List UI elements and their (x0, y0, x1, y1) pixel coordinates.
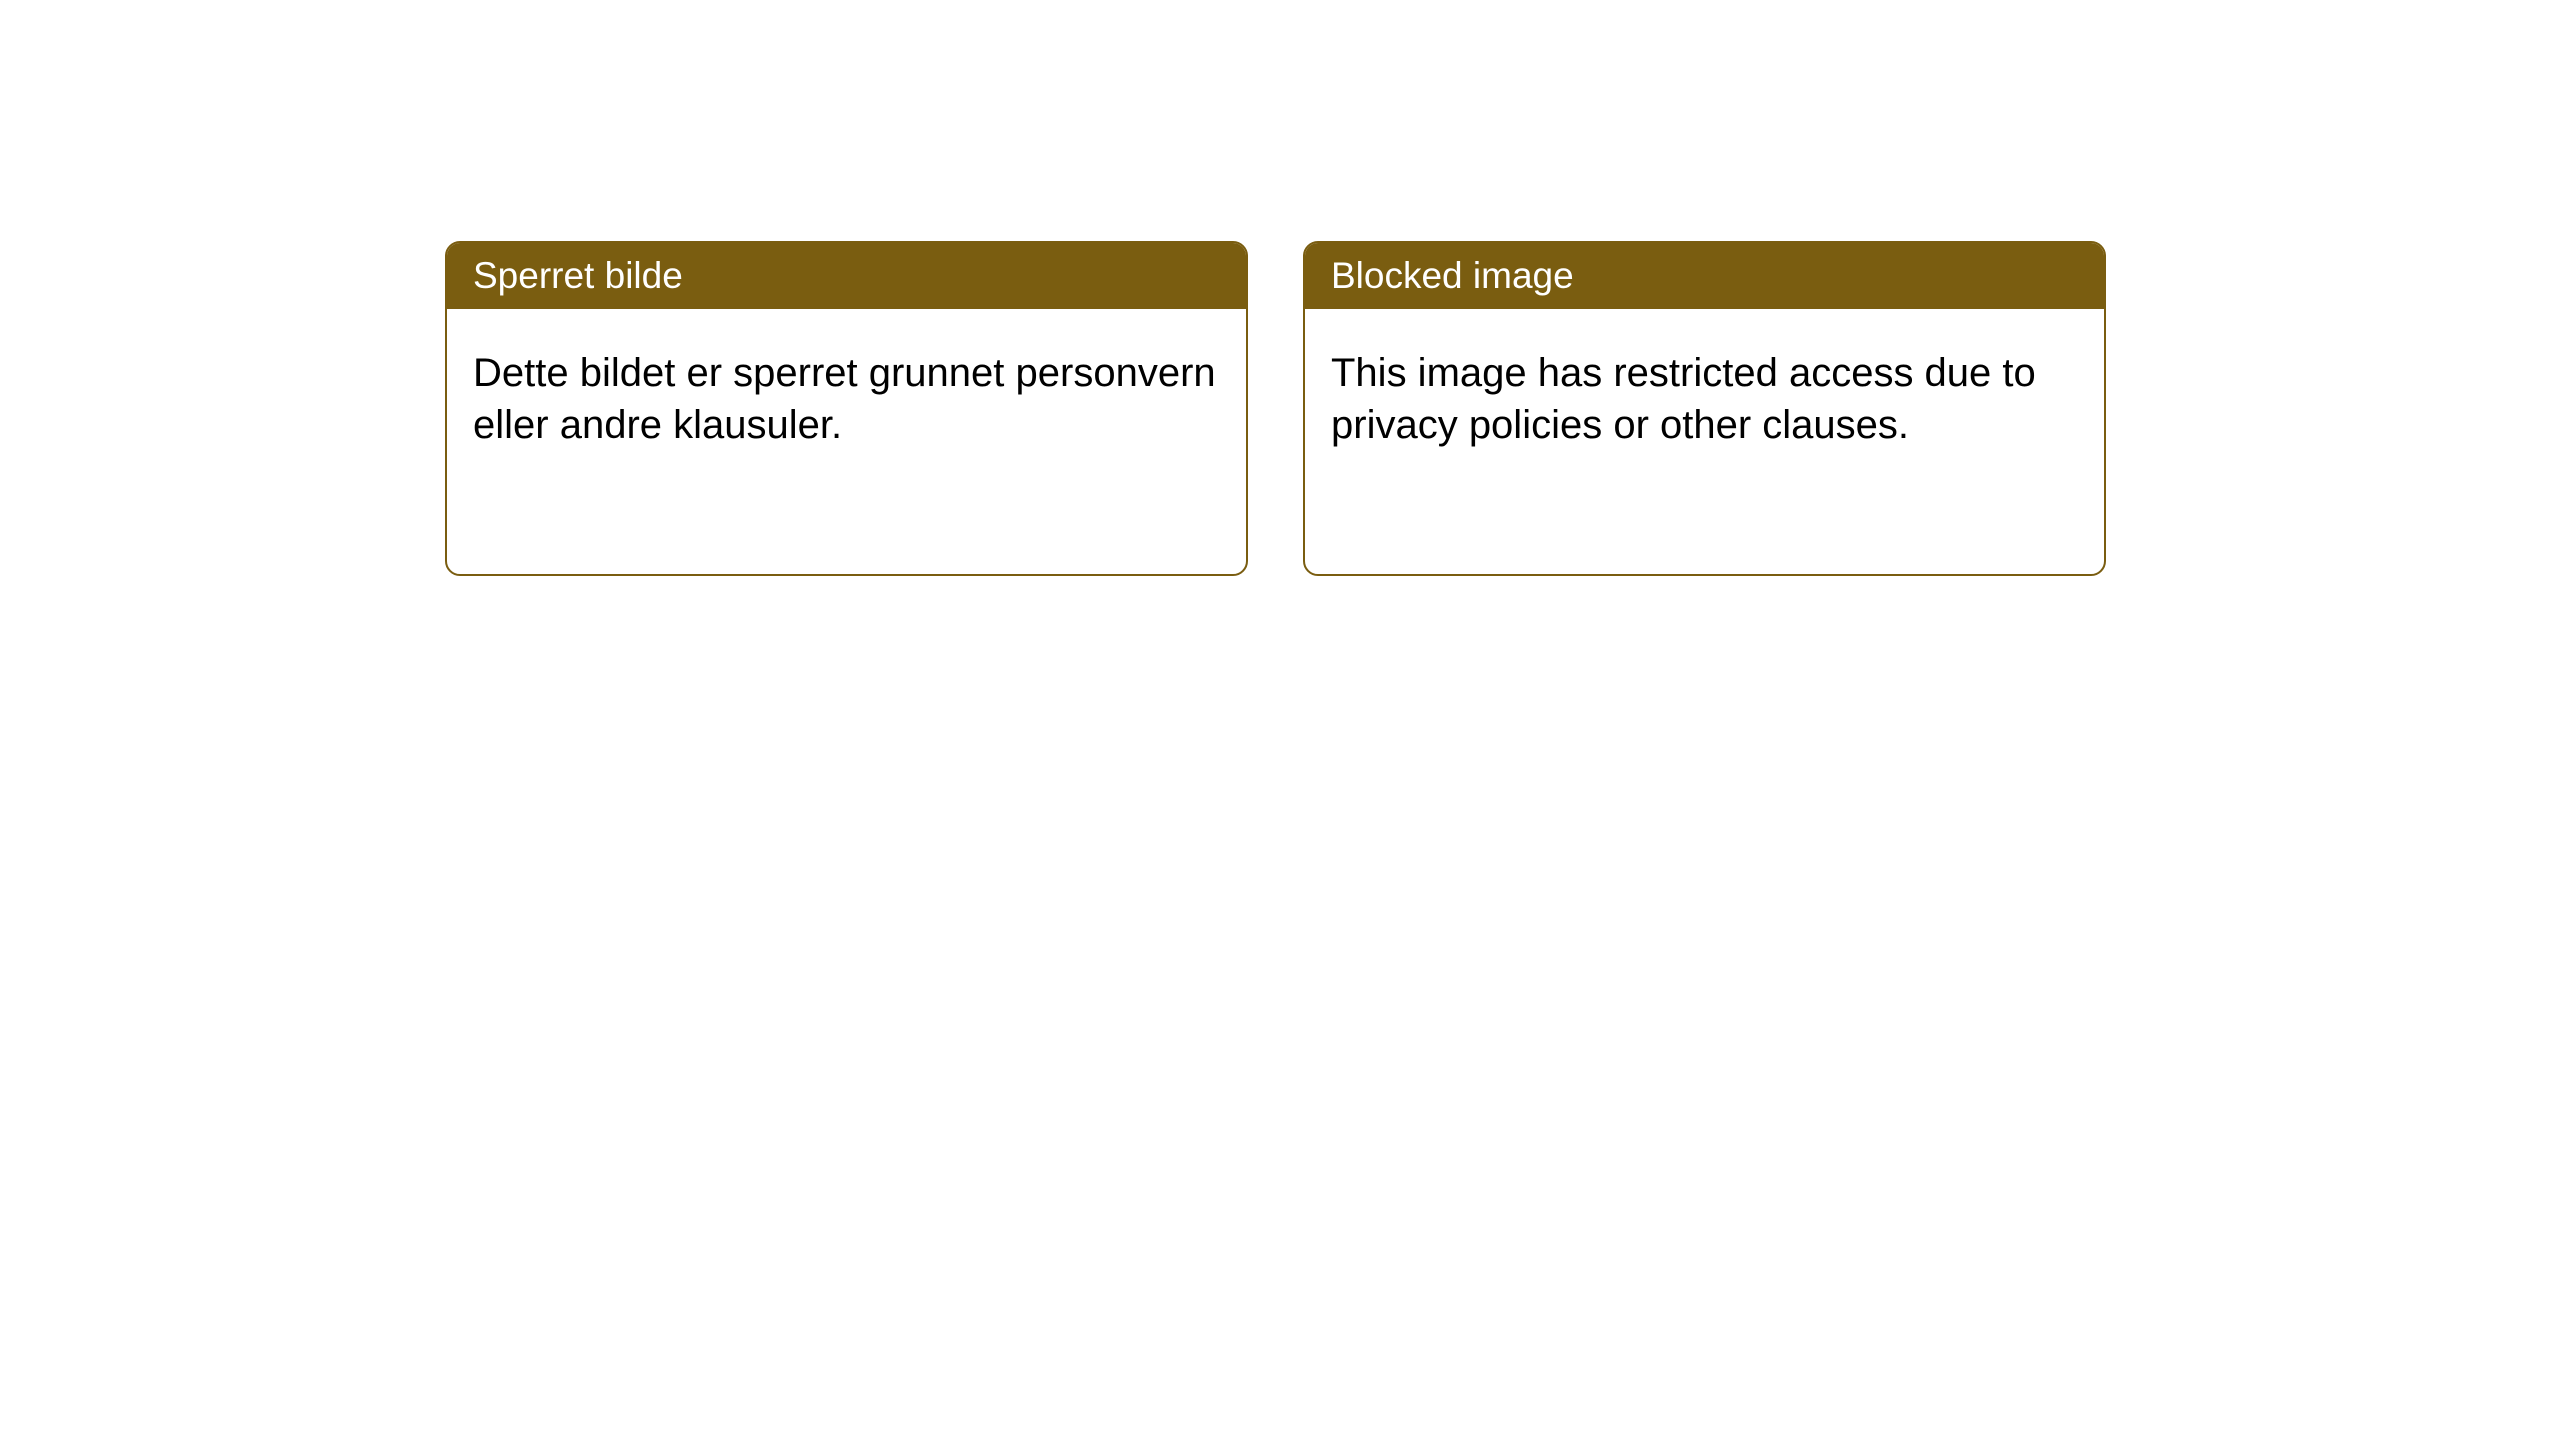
notice-header: Sperret bilde (447, 243, 1246, 309)
notice-card-norwegian: Sperret bilde Dette bildet er sperret gr… (445, 241, 1248, 576)
notice-body: Dette bildet er sperret grunnet personve… (447, 309, 1246, 574)
notice-header: Blocked image (1305, 243, 2104, 309)
notice-title: Blocked image (1331, 255, 1574, 296)
notice-title: Sperret bilde (473, 255, 683, 296)
notice-text: This image has restricted access due to … (1331, 351, 2036, 447)
notice-card-english: Blocked image This image has restricted … (1303, 241, 2106, 576)
notices-container: Sperret bilde Dette bildet er sperret gr… (445, 241, 2106, 576)
notice-body: This image has restricted access due to … (1305, 309, 2104, 574)
notice-text: Dette bildet er sperret grunnet personve… (473, 351, 1216, 447)
